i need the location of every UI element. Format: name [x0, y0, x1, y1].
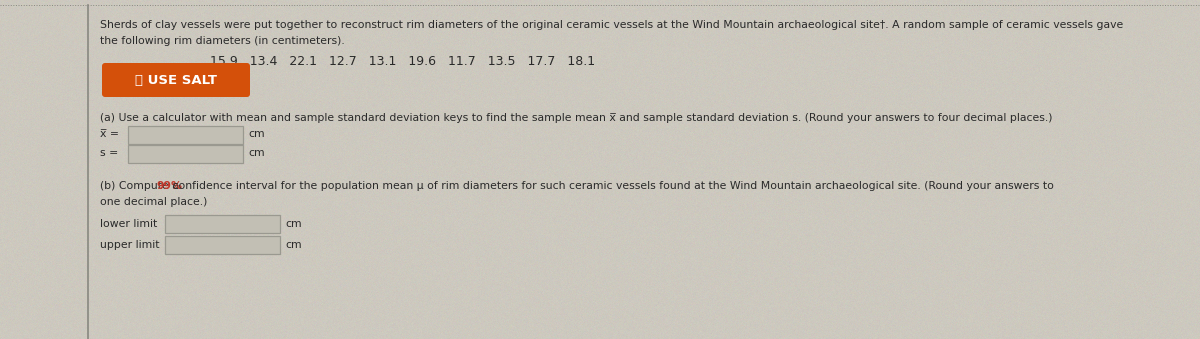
- FancyBboxPatch shape: [102, 63, 250, 97]
- Text: lower limit: lower limit: [100, 219, 157, 229]
- Text: cm: cm: [286, 219, 301, 229]
- Text: confidence interval for the population mean μ of rim diameters for such ceramic : confidence interval for the population m…: [169, 181, 1054, 191]
- FancyBboxPatch shape: [166, 215, 280, 233]
- Text: cm: cm: [286, 240, 301, 250]
- FancyBboxPatch shape: [128, 126, 242, 144]
- Text: upper limit: upper limit: [100, 240, 160, 250]
- Text: one decimal place.): one decimal place.): [100, 197, 208, 207]
- FancyBboxPatch shape: [166, 236, 280, 254]
- FancyBboxPatch shape: [128, 145, 242, 163]
- Text: (a) Use a calculator with mean and sample standard deviation keys to find the sa: (a) Use a calculator with mean and sampl…: [100, 113, 1052, 123]
- Text: the following rim diameters (in centimeters).: the following rim diameters (in centimet…: [100, 36, 344, 46]
- Text: (b) Compute a: (b) Compute a: [100, 181, 182, 191]
- Text: cm: cm: [248, 148, 265, 158]
- Text: x̅ =: x̅ =: [100, 129, 119, 139]
- Text: ⍓ USE SALT: ⍓ USE SALT: [134, 74, 217, 86]
- Text: 15.9   13.4   22.1   12.7   13.1   19.6   11.7   13.5   17.7   18.1: 15.9 13.4 22.1 12.7 13.1 19.6 11.7 13.5 …: [210, 55, 595, 68]
- Text: 99%: 99%: [157, 181, 182, 191]
- Text: s =: s =: [100, 148, 119, 158]
- Text: Sherds of clay vessels were put together to reconstruct rim diameters of the ori: Sherds of clay vessels were put together…: [100, 20, 1123, 30]
- Text: cm: cm: [248, 129, 265, 139]
